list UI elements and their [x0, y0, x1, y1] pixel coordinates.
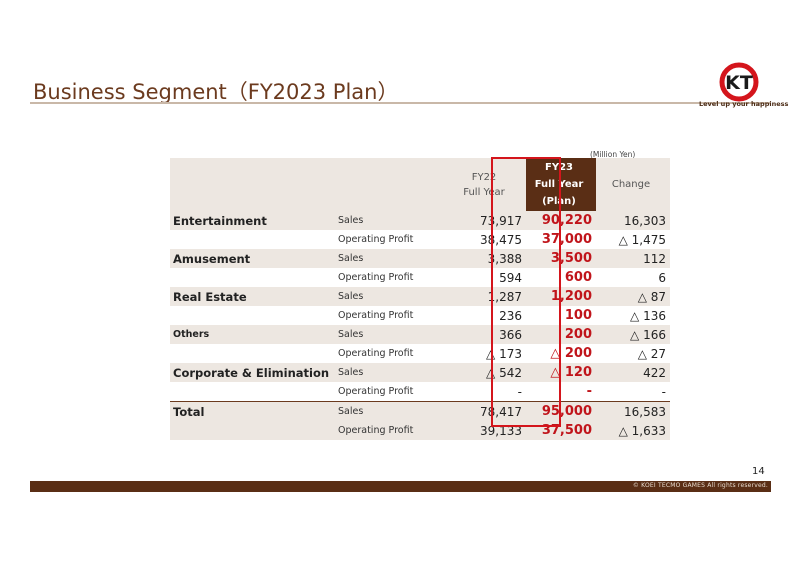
row-item-label: Operating Profit [335, 421, 446, 440]
fy22-value: △ 542 [446, 363, 526, 382]
footer-bar [30, 481, 771, 492]
segment-name [170, 230, 335, 249]
fy22-value: △ 173 [486, 346, 522, 361]
fy22-value: 236 [499, 308, 522, 323]
row-item-label: Operating Profit [338, 386, 414, 397]
table-row: Amusement Sales 3,388 3,500 112 [170, 249, 670, 268]
change-value: - [661, 384, 666, 399]
segment-name: Entertainment [170, 211, 335, 230]
change-value: △ 1,475 [618, 232, 666, 247]
fy22-value: 38,475 [480, 232, 522, 247]
table-row: Entertainment Sales 73,917 90,220 16,303 [170, 211, 670, 230]
fy22-value: 39,133 [446, 421, 526, 440]
fy23-plan-value: 37,000 [541, 232, 592, 247]
change-value: △ 87 [596, 287, 670, 306]
fy22-value: 3,388 [446, 249, 526, 268]
segment-name [170, 268, 335, 287]
change-value: 422 [596, 363, 670, 382]
segment-name: Total [170, 401, 335, 421]
company-logo: KT [707, 62, 771, 106]
table-row: Others Sales 366 200 △ 166 [170, 325, 670, 344]
segment-name [170, 421, 335, 440]
change-value: △ 1,633 [596, 421, 670, 440]
page-number: 14 [752, 466, 765, 477]
header-fy22: FY22 Full Year [446, 158, 526, 211]
fy22-value: 1,287 [446, 287, 526, 306]
change-value: △ 27 [637, 346, 666, 361]
segment-name: Amusement [170, 249, 335, 268]
segment-name [170, 344, 335, 363]
fy23-plan-value: 95,000 [526, 401, 596, 421]
table-row: Operating Profit 38,475 37,000 △ 1,475 [170, 230, 670, 249]
segment-name: Others [170, 325, 335, 344]
header-change: Change [596, 158, 670, 211]
title-divider [30, 102, 771, 104]
fy23-plan-value: △ 120 [526, 363, 596, 382]
fy22-value: 73,917 [446, 211, 526, 230]
fy23-plan-value: △ 200 [550, 346, 592, 361]
row-item-label: Sales [335, 211, 446, 230]
page-title: Business Segment（FY2023 Plan） [33, 80, 399, 104]
row-item-label: Operating Profit [338, 310, 414, 321]
fy23-plan-value: 90,220 [526, 211, 596, 230]
segment-name [170, 306, 335, 325]
table-row: Operating Profit - - - [170, 382, 670, 402]
fy22-value: - [517, 384, 522, 399]
fy22-value: 366 [446, 325, 526, 344]
change-value: 6 [658, 270, 666, 285]
table-row: Operating Profit 236 100 △ 136 [170, 306, 670, 325]
row-item-label: Sales [335, 363, 446, 382]
fy23-plan-value: - [586, 384, 592, 399]
change-value: 112 [596, 249, 670, 268]
segment-table: FY22 Full Year FY23 Full Year (Plan) Cha… [170, 158, 670, 440]
row-item-label: Sales [335, 249, 446, 268]
unit-label: (Million Yen) [590, 150, 636, 159]
row-item-label: Operating Profit [338, 348, 414, 359]
segment-name: Corporate & Elimination [170, 363, 335, 382]
copyright: © KOEI TECMO GAMES All rights reserved. [632, 482, 768, 489]
segment-name [170, 382, 335, 402]
header-fy23-plan: FY23 Full Year (Plan) [526, 158, 596, 211]
change-value: △ 166 [596, 325, 670, 344]
table-row: Operating Profit 39,133 37,500 △ 1,633 [170, 421, 670, 440]
fy23-plan-value: 37,500 [526, 421, 596, 440]
change-value: 16,303 [596, 211, 670, 230]
table-row: Total Sales 78,417 95,000 16,583 [170, 401, 670, 421]
fy23-plan-value: 200 [526, 325, 596, 344]
fy23-plan-value: 1,200 [526, 287, 596, 306]
fy23-plan-value: 3,500 [526, 249, 596, 268]
row-item-label: Sales [335, 325, 446, 344]
table-row: Operating Profit 594 600 6 [170, 268, 670, 287]
logo-text: KT [725, 72, 753, 94]
segment-name: Real Estate [170, 287, 335, 306]
table-row: Real Estate Sales 1,287 1,200 △ 87 [170, 287, 670, 306]
table-row: Corporate & Elimination Sales △ 542 △ 120 42… [170, 363, 670, 382]
tagline: Level up your happiness [699, 100, 789, 108]
row-item-label: Sales [335, 287, 446, 306]
row-item-label: Sales [335, 401, 446, 421]
fy23-plan-value: 600 [564, 270, 592, 285]
row-item-label: Operating Profit [338, 234, 414, 245]
change-value: △ 136 [630, 308, 666, 323]
table-header-row: FY22 Full Year FY23 Full Year (Plan) Cha… [170, 158, 670, 211]
table-row: Operating Profit △ 173 △ 200 △ 27 [170, 344, 670, 363]
fy22-value: 594 [499, 270, 522, 285]
fy22-value: 78,417 [446, 401, 526, 421]
change-value: 16,583 [596, 401, 670, 421]
fy23-plan-value: 100 [564, 308, 592, 323]
row-item-label: Operating Profit [338, 272, 414, 283]
